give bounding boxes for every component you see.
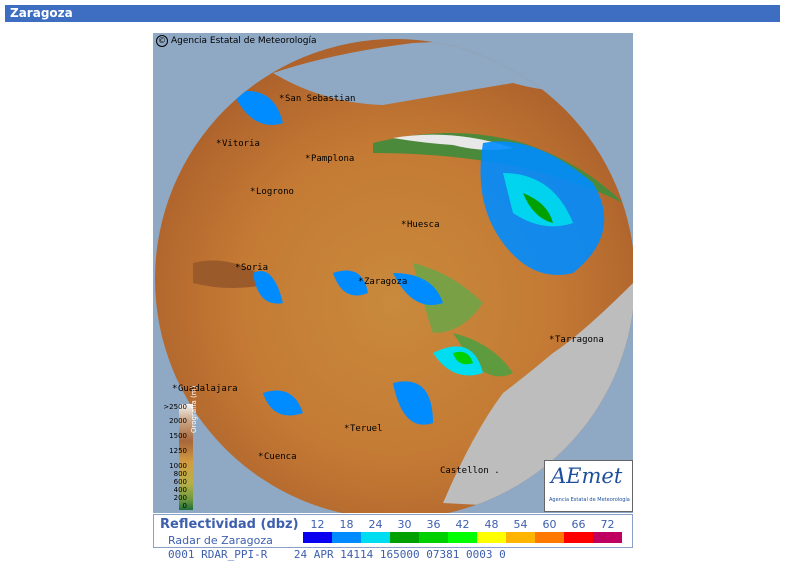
scale-swatch bbox=[506, 532, 535, 543]
radar-echo-zaragoza bbox=[393, 273, 443, 305]
city-label-tarragona: *Tarragona bbox=[549, 335, 604, 345]
scale-step: 18 bbox=[332, 518, 361, 543]
city-label-zaragoza: *Zaragoza bbox=[358, 277, 408, 287]
scale-swatch bbox=[535, 532, 564, 543]
orography-legend: >2500 2000 1500 1250 1000 800 600 400 20… bbox=[153, 386, 205, 511]
orography-title: Orografía (m) bbox=[190, 385, 198, 433]
scale-swatch bbox=[390, 532, 419, 543]
elevation-label: 600 bbox=[173, 478, 187, 486]
pyrenees-range bbox=[373, 133, 623, 203]
scale-swatch bbox=[593, 532, 622, 543]
radar-map: © Agencia Estatal de Meteorología *San S… bbox=[153, 33, 633, 513]
scale-step: 36 bbox=[419, 518, 448, 543]
radar-echo-southwest bbox=[263, 390, 303, 416]
scale-step: 30 bbox=[390, 518, 419, 543]
city-label-vitoria: *Vitoria bbox=[216, 139, 260, 149]
ticker-text: 0001 RDAR_PPI-R 24 APR 14114 165000 0738… bbox=[168, 548, 506, 561]
reflectivity-legend: Reflectividad (dbz) Radar de Zaragoza 12… bbox=[153, 514, 633, 548]
scale-step: 12 bbox=[303, 518, 332, 543]
elevation-label: 1000 bbox=[169, 462, 187, 470]
radar-echo-strong bbox=[523, 193, 553, 223]
ebro-valley bbox=[413, 263, 483, 333]
delta-area bbox=[453, 333, 513, 377]
scale-swatch bbox=[332, 532, 361, 543]
city-label-cuenca: *Cuenca bbox=[258, 452, 297, 462]
elevation-label: >2500 bbox=[163, 403, 187, 411]
elevation-label: 0 bbox=[182, 502, 187, 510]
scale-step: 66 bbox=[564, 518, 593, 543]
elevation-label: 1250 bbox=[169, 447, 187, 455]
page-title: Zaragoza bbox=[10, 6, 73, 20]
city-label-castellon: Castellon . bbox=[440, 466, 500, 476]
aemet-logo: AEmet Agencia Estatal de Meteorología bbox=[544, 460, 633, 512]
aemet-logo-wordmark: AEmet bbox=[551, 464, 623, 488]
radar-echo-south-core bbox=[453, 351, 473, 365]
scale-swatch bbox=[361, 532, 390, 543]
radar-echo-soria bbox=[253, 271, 283, 304]
copyright-icon: © bbox=[156, 35, 168, 47]
city-label-san-sebastian: *San Sebastian bbox=[279, 94, 356, 104]
scale-step: 72 bbox=[593, 518, 622, 543]
elevation-label: 200 bbox=[173, 494, 187, 502]
scale-step: 42 bbox=[448, 518, 477, 543]
aemet-logo-subtext: Agencia Estatal de Meteorología bbox=[549, 497, 630, 503]
radar-echo-northwest bbox=[233, 91, 283, 125]
city-label-huesca: *Huesca bbox=[401, 220, 440, 230]
radar-echo-core bbox=[503, 173, 573, 227]
scale-step: 48 bbox=[477, 518, 506, 543]
reflectivity-scale: 12 18 24 30 36 42 48 54 60 66 72 bbox=[303, 518, 622, 543]
city-label-soria: *Soria bbox=[235, 263, 269, 273]
radar-echo-central bbox=[333, 270, 368, 296]
city-label-guadalajara: *Guadalajara bbox=[172, 384, 238, 394]
scale-step: 24 bbox=[361, 518, 390, 543]
radar-info-ticker: 0001 RDAR_PPI-R 24 APR 14114 165000 0738… bbox=[153, 548, 633, 561]
orography-color-bar bbox=[179, 404, 193, 510]
elevation-label: 400 bbox=[173, 486, 187, 494]
legend-subtitle: Radar de Zaragoza bbox=[168, 534, 273, 547]
elevation-label: 1500 bbox=[169, 432, 187, 440]
elevation-label: 2000 bbox=[169, 417, 187, 425]
radar-map-canvas bbox=[153, 33, 633, 513]
city-label-pamplona: *Pamplona bbox=[305, 154, 355, 164]
scale-swatch bbox=[477, 532, 506, 543]
city-label-logrono: *Logrono bbox=[250, 187, 294, 197]
scale-step: 54 bbox=[506, 518, 535, 543]
copyright-text: Agencia Estatal de Meteorología bbox=[171, 36, 317, 46]
scale-swatch bbox=[448, 532, 477, 543]
radar-echo-teruel bbox=[393, 381, 433, 425]
city-label-teruel: *Teruel bbox=[344, 424, 383, 434]
scale-step: 60 bbox=[535, 518, 564, 543]
iberian-system bbox=[193, 260, 273, 288]
legend-title: Reflectividad (dbz) bbox=[160, 517, 299, 532]
copyright-notice: © Agencia Estatal de Meteorología bbox=[156, 35, 317, 47]
header-bar: Zaragoza bbox=[5, 5, 780, 22]
scale-swatch bbox=[419, 532, 448, 543]
elevation-label: 800 bbox=[173, 470, 187, 478]
scale-swatch bbox=[564, 532, 593, 543]
scale-swatch bbox=[303, 532, 332, 543]
